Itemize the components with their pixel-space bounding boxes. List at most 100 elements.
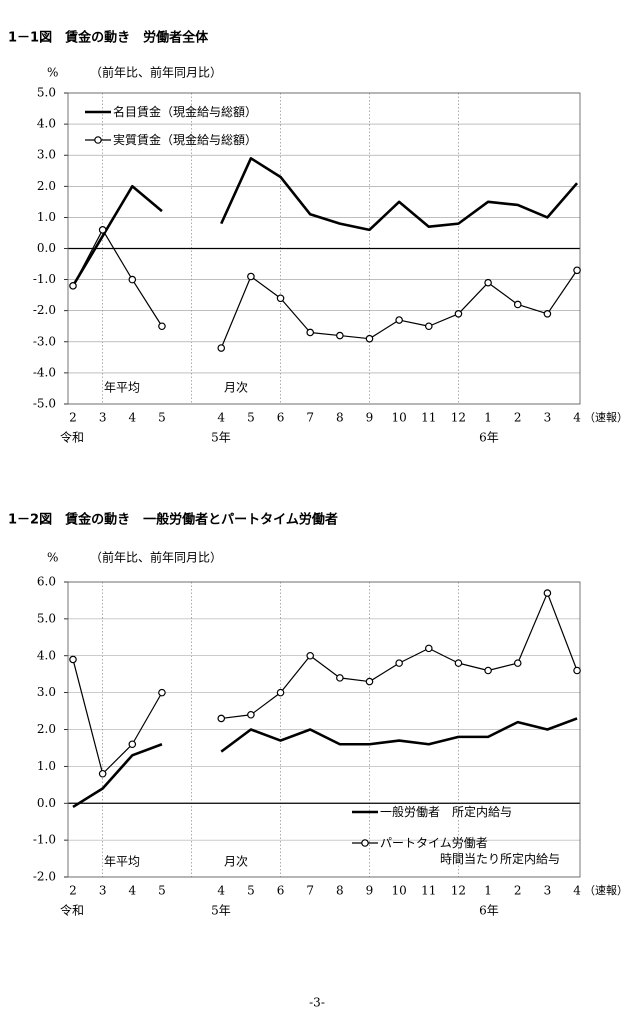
x-tick-label: 5	[247, 884, 255, 898]
y-tick-label: -1.0	[33, 272, 56, 286]
x-tick-label: 2	[514, 411, 522, 425]
marker	[573, 666, 581, 675]
x-tick-label: 9	[366, 411, 374, 425]
legend-label: パートタイム労働者 時間当たり所定内給与	[380, 836, 561, 866]
marker	[247, 710, 255, 719]
marker	[454, 659, 463, 667]
legend-label: 実質賃金（現金給与総額）	[113, 133, 258, 147]
marker	[247, 272, 255, 281]
x-tick-label: 4	[573, 411, 581, 425]
marker	[513, 659, 522, 667]
marker	[484, 278, 492, 287]
x-tick-label: 4	[217, 411, 225, 425]
y-tick-label: 0.0	[37, 241, 56, 255]
marker	[395, 659, 403, 667]
x-tick-label: 4	[128, 884, 136, 898]
x-tick-label: 1	[484, 411, 492, 425]
x-tick-label: 2	[69, 411, 77, 425]
page-number: -3-	[309, 996, 325, 1010]
x-tick-label: 3	[544, 411, 552, 425]
x-tick-label: 6	[277, 884, 285, 898]
x-tick-label: 10	[392, 411, 407, 425]
x-tick-label: 3	[544, 884, 552, 898]
x-tick-label: 5	[158, 884, 166, 898]
y-tick-label: 3.0	[37, 685, 56, 699]
x-tick-label: 3	[99, 411, 107, 425]
y-tick-label: -2.0	[33, 303, 56, 317]
marker	[158, 688, 166, 697]
x-tick-label: 8	[336, 411, 344, 425]
y-tick-label: -4.0	[33, 365, 56, 379]
marker	[217, 714, 226, 723]
marker	[69, 655, 77, 664]
marker	[336, 674, 344, 682]
y-tick-label: 4.0	[37, 648, 56, 662]
y-tick-label: 2.0	[37, 722, 56, 736]
x-tick-label: 4	[217, 884, 225, 898]
marker	[454, 310, 463, 318]
marker	[306, 328, 315, 337]
x-tick-label: 12	[451, 411, 466, 425]
y-tick-label: 2.0	[37, 179, 56, 193]
x-tick-label: 2	[69, 884, 77, 898]
chart-title: 1－2図 賃金の動き 一般労働者とパートタイム労働者	[8, 512, 338, 528]
y-tick-label: -1.0	[33, 833, 56, 847]
x-tick-label: 9	[366, 884, 374, 898]
annotation: 6年	[479, 431, 499, 445]
y-tick-label: 0.0	[37, 796, 56, 810]
annotation: 5年	[211, 904, 231, 918]
legend-marker	[94, 136, 102, 144]
x-tick-label: 7	[306, 884, 314, 898]
y-tick-label: 5.0	[37, 611, 56, 625]
annotation: 5年	[211, 431, 231, 445]
y-tick-label: 1.0	[37, 759, 56, 773]
plot-frame	[67, 581, 581, 878]
marker	[424, 322, 433, 331]
y-tick-label: 6.0	[37, 575, 56, 589]
series-line	[72, 717, 578, 809]
annotation: 令和	[60, 430, 84, 445]
annotation: （速報）	[584, 411, 628, 424]
marker	[543, 310, 552, 318]
x-tick-label: 2	[514, 884, 522, 898]
y-tick-label: -5.0	[33, 397, 56, 411]
marker	[573, 266, 581, 275]
series-line	[72, 592, 578, 775]
x-tick-label: 11	[421, 884, 436, 898]
marker	[217, 344, 226, 352]
series-line	[71, 157, 579, 287]
y-tick-label: 5.0	[37, 86, 56, 100]
x-tick-label: 10	[392, 884, 407, 898]
annotation: 令和	[60, 903, 84, 918]
marker	[395, 316, 403, 324]
x-tick-label: 7	[306, 411, 314, 425]
legend-marker	[361, 839, 369, 847]
annotation: 月次	[224, 855, 248, 869]
x-tick-label: 4	[573, 884, 581, 898]
legend-label: 名目賃金（現金給与総額）	[113, 105, 258, 119]
annotation: 月次	[224, 381, 248, 395]
annotation: 年平均	[104, 381, 140, 395]
marker	[98, 769, 107, 778]
marker	[158, 322, 166, 331]
marker	[513, 300, 522, 309]
marker	[543, 589, 552, 597]
y-tick-label: 4.0	[37, 117, 56, 131]
marker	[365, 677, 374, 686]
y-tick-label: -3.0	[33, 334, 56, 348]
subtitle: （前年比、前年同月比）	[90, 550, 222, 565]
marker	[365, 334, 374, 343]
x-tick-label: 6	[277, 411, 285, 425]
annotation: （速報）	[584, 884, 628, 897]
annotation: 6年	[479, 904, 499, 918]
x-tick-label: 5	[247, 411, 255, 425]
y-unit: %	[47, 66, 58, 80]
marker	[98, 226, 107, 234]
x-tick-label: 3	[99, 884, 107, 898]
subtitle: （前年比、前年同月比）	[90, 65, 222, 80]
marker	[336, 331, 344, 340]
marker	[128, 740, 137, 749]
x-tick-label: 8	[336, 884, 344, 898]
